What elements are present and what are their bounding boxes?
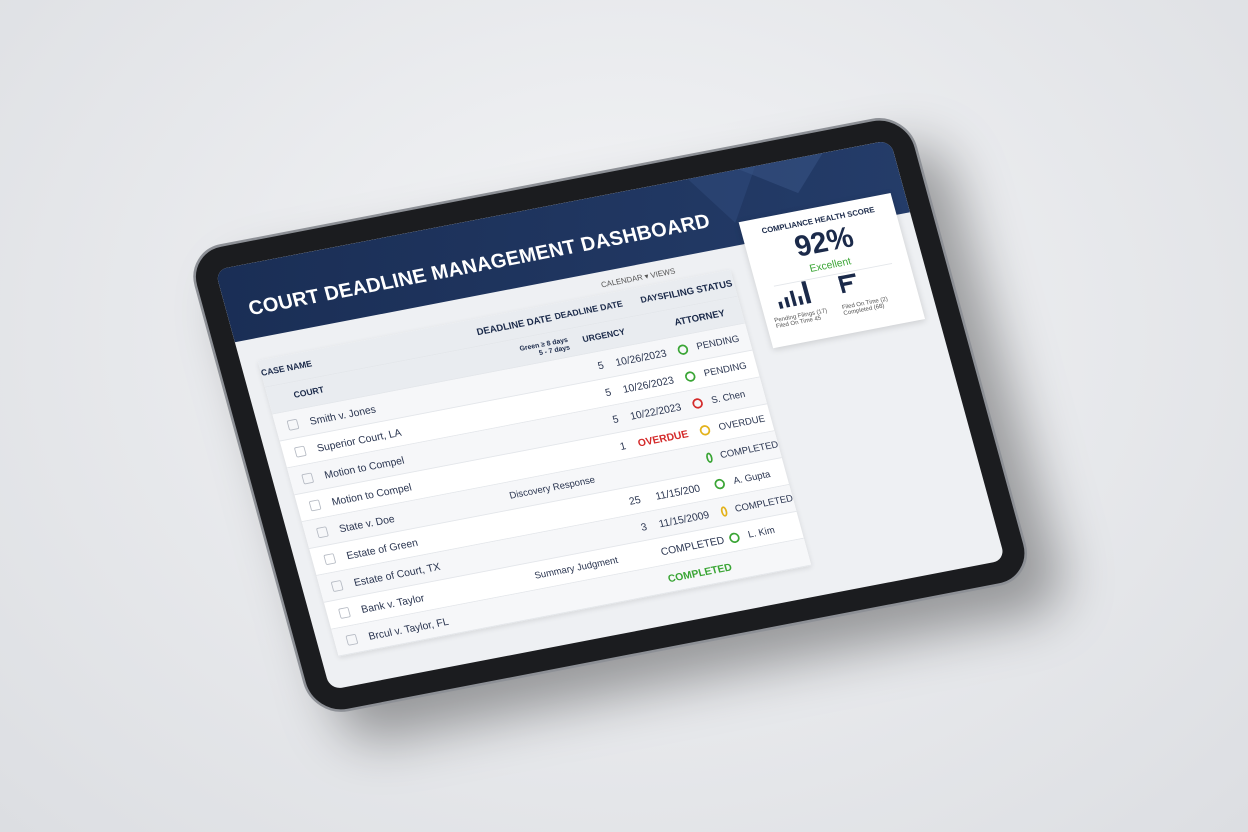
status-cell: L. Kim <box>728 520 801 544</box>
days-cell: 5 <box>572 386 613 405</box>
deadline-date: 10/22/2023 <box>628 400 683 422</box>
filing-status: L. Kim <box>746 524 776 540</box>
column-header: URGENCY <box>581 327 627 345</box>
deadline-date: 11/15/2009 <box>657 508 711 530</box>
days-cell: 1 <box>587 439 627 458</box>
status-cell: S. Chen <box>691 385 764 409</box>
deadline-date: COMPLETED <box>659 533 726 558</box>
days-cell <box>618 553 655 560</box>
case-name: Smith v. Jones <box>308 402 378 427</box>
checkbox[interactable] <box>286 418 300 431</box>
type-cell <box>481 425 580 444</box>
filing-status: A. Gupta <box>732 468 772 487</box>
type-cell <box>526 587 625 606</box>
status-cell: PENDING <box>684 358 757 383</box>
column-header: ATTORNEY <box>673 307 727 328</box>
deadline-table: CASE NAME DEADLINE DATE DEADLINE DATE DAYS F… <box>257 269 812 657</box>
urgency-dot <box>713 477 727 490</box>
checkbox[interactable] <box>293 445 307 458</box>
status-cell: OVERDUE <box>698 412 772 436</box>
filing-status: PENDING <box>702 360 748 379</box>
filing-status: PENDING <box>695 333 741 352</box>
case-name: Bank v. Taylor <box>359 591 426 616</box>
status-cell: PENDING <box>676 332 750 356</box>
days-cell <box>595 472 632 479</box>
days-cell: 5 <box>579 412 620 431</box>
status-cell <box>737 552 807 566</box>
filing-status: S. Chen <box>710 388 747 406</box>
deadline-date: 10/26/2023 <box>621 373 676 395</box>
case-name: State v. Doe <box>337 512 396 535</box>
score-card: COMPLIANCE HEALTH SCORE 92% Excellent Pe… <box>738 192 926 349</box>
status-cell: COMPLETED <box>719 492 795 517</box>
screen: COURT DEADLINE MANAGEMENT DASHBOARD CALE… <box>215 139 1006 690</box>
date-cell: COMPLETED <box>661 559 739 585</box>
checkbox[interactable] <box>337 606 351 619</box>
urgency-dot <box>698 423 712 436</box>
filing-status: COMPLETED <box>733 492 795 515</box>
header-pattern <box>687 152 823 223</box>
urgency-dot <box>704 451 714 463</box>
tablet: COURT DEADLINE MANAGEMENT DASHBOARD CALE… <box>185 111 1036 719</box>
deadline-date: COMPLETED <box>666 560 734 585</box>
status-cell: A. Gupta <box>713 466 787 490</box>
checkbox[interactable] <box>345 633 359 646</box>
urgency-dot <box>728 531 742 544</box>
deadline-date: 11/15/200 <box>653 481 702 502</box>
deadline-date: 10/26/2023 <box>613 346 668 369</box>
column-header: FILING STATUS <box>662 278 734 302</box>
checkbox[interactable] <box>323 552 337 565</box>
status-cell: COMPLETED <box>704 439 780 463</box>
urgency-dot <box>676 343 690 356</box>
mini-chart <box>773 263 893 309</box>
checkbox[interactable] <box>330 579 344 592</box>
days-cell <box>625 580 662 587</box>
days-cell: 25 <box>601 493 641 512</box>
checkbox[interactable] <box>301 472 315 485</box>
days-cell: 3 <box>608 520 648 539</box>
type-cell <box>510 533 609 552</box>
urgency-dot <box>684 370 698 383</box>
column-header: DAYS <box>639 291 665 306</box>
urgency-dot <box>691 396 705 409</box>
days-cell: 5 <box>565 359 605 378</box>
checkbox[interactable] <box>315 525 329 538</box>
filing-status: OVERDUE <box>717 413 767 433</box>
deadline-date: OVERDUE <box>636 427 690 449</box>
checkbox[interactable] <box>308 498 322 511</box>
header: COURT DEADLINE MANAGEMENT DASHBOARD <box>215 139 911 343</box>
date-cell <box>632 458 706 472</box>
type-cell <box>504 506 603 525</box>
spacer <box>639 323 674 330</box>
filing-status: COMPLETED <box>718 439 780 461</box>
